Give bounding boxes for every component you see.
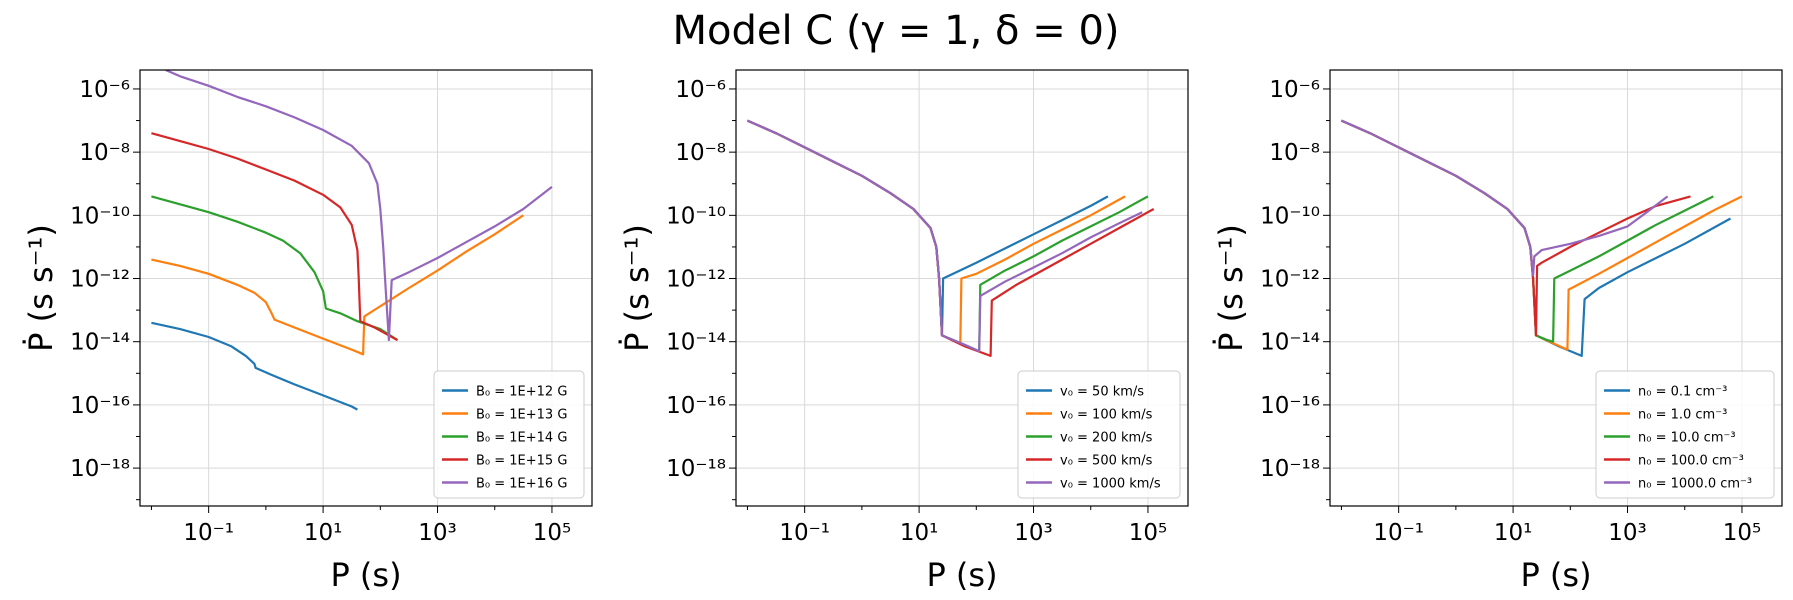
y-tick-label: 10⁻¹⁰: [1260, 203, 1320, 229]
y-tick-label: 10⁻¹⁴: [70, 330, 130, 356]
x-tick-label: 10¹: [304, 520, 343, 546]
legend-entry-label: v₀ = 500 km/s: [1060, 454, 1153, 469]
series-line-1: [746, 119, 1109, 337]
legend-entry-label: n₀ = 10.0 cm⁻³: [1638, 431, 1736, 446]
series-line-1: [151, 321, 358, 411]
legend-entry-label: n₀ = 0.1 cm⁻³: [1638, 385, 1727, 400]
chart-panel-2: 10⁻¹ 10¹ 10³ 10⁵ 10⁻¹⁸ 10⁻¹⁶ 10⁻¹⁴ 10⁻¹² 10⁻¹⁰ 10…: [618, 69, 1189, 594]
series-line-3: [151, 195, 399, 342]
series-line-5: [1340, 119, 1669, 277]
y-tick-label: 10⁻¹⁸: [70, 456, 130, 482]
y-tick-label: 10⁻¹²: [1260, 267, 1320, 293]
legend-entry-label: v₀ = 200 km/s: [1060, 431, 1153, 446]
series-line-4: [746, 119, 1155, 357]
y-tick-label: 10⁻¹²: [666, 267, 726, 293]
chart-panel-3: 10⁻¹ 10¹ 10³ 10⁵ 10⁻¹⁸ 10⁻¹⁶ 10⁻¹⁴ 10⁻¹² 10⁻¹⁰ 10…: [1212, 69, 1783, 594]
x-axis-label: P (s): [330, 556, 401, 594]
series-line-5: [746, 119, 1143, 353]
x-tick-label: 10³: [418, 520, 457, 546]
y-tick-label: 10⁻¹⁴: [1260, 330, 1320, 356]
series-line-4: [1340, 119, 1691, 337]
y-axis-label: Ṗ (s s⁻¹): [22, 224, 60, 352]
legend-entry-label: B₀ = 1E+12 G: [476, 385, 567, 400]
series-line-2: [746, 119, 1126, 345]
x-axis-label: P (s): [926, 556, 997, 594]
legend-entry-label: n₀ = 100.0 cm⁻³: [1638, 454, 1744, 469]
legend: v₀ = 50 km/s v₀ = 100 km/s v₀ = 200 km/s v₀…: [1017, 370, 1181, 499]
axes-frame: [139, 69, 593, 507]
legend-box: [1017, 370, 1181, 499]
series-line-2: [151, 214, 524, 356]
y-tick-label: 10⁻¹⁶: [70, 393, 130, 419]
y-tick-label: 10⁻¹²: [70, 267, 130, 293]
series-line-4: [151, 132, 399, 342]
y-tick-label: 10⁻⁶: [79, 77, 130, 103]
y-tick-label: 10⁻¹⁰: [70, 203, 130, 229]
legend-entry-label: B₀ = 1E+14 G: [476, 431, 567, 446]
x-tick-label: 10⁻¹: [779, 520, 830, 546]
x-tick-label: 10⁻¹: [183, 520, 234, 546]
y-tick-label: 10⁻¹⁶: [1260, 393, 1320, 419]
legend: B₀ = 1E+12 G B₀ = 1E+13 G B₀ = 1E+14 G B₀ =…: [433, 370, 585, 499]
x-tick-label: 10³: [1608, 520, 1647, 546]
legend-entry-label: B₀ = 1E+15 G: [476, 454, 567, 469]
y-axis-label: Ṗ (s s⁻¹): [618, 224, 656, 352]
x-tick-label: 10¹: [1494, 520, 1533, 546]
legend-entry-label: v₀ = 50 km/s: [1060, 385, 1144, 400]
series-line-3: [746, 119, 1149, 353]
legend-box: [1595, 370, 1775, 499]
series-line-3: [1340, 119, 1714, 343]
legend-entry-label: v₀ = 1000 km/s: [1060, 477, 1161, 492]
figure-title: Model C (γ = 1, δ = 0): [672, 8, 1119, 54]
y-tick-label: 10⁻⁸: [1269, 140, 1320, 166]
x-tick-label: 10⁵: [533, 520, 572, 546]
x-tick-label: 10¹: [900, 520, 939, 546]
y-tick-label: 10⁻¹⁸: [1260, 456, 1320, 482]
legend-entry-label: B₀ = 1E+16 G: [476, 477, 567, 492]
legend-entry-label: v₀ = 100 km/s: [1060, 408, 1153, 423]
y-tick-label: 10⁻¹⁶: [666, 393, 726, 419]
y-tick-label: 10⁻¹⁴: [666, 330, 726, 356]
legend-entry-label: n₀ = 1000.0 cm⁻³: [1638, 477, 1752, 492]
legend-entry-label: B₀ = 1E+13 G: [476, 408, 567, 423]
x-tick-label: 10⁻¹: [1373, 520, 1424, 546]
series-line-5: [165, 70, 553, 342]
x-tick-label: 10³: [1014, 520, 1053, 546]
y-tick-label: 10⁻⁶: [675, 77, 726, 103]
series-line-2: [1340, 119, 1743, 351]
legend: n₀ = 0.1 cm⁻³ n₀ = 1.0 cm⁻³ n₀ = 10.0 cm⁻³…: [1595, 370, 1775, 499]
x-tick-label: 10⁵: [1129, 520, 1168, 546]
chart-panel-1: 10⁻¹ 10¹ 10³ 10⁵ 10⁻¹⁸ 10⁻¹⁶ 10⁻¹⁴ 10⁻¹² 10⁻¹⁰ 10…: [22, 69, 593, 594]
y-tick-label: 10⁻⁶: [1269, 77, 1320, 103]
axes-frame: [735, 69, 1189, 507]
x-axis-label: P (s): [1520, 556, 1591, 594]
y-tick-label: 10⁻⁸: [79, 140, 130, 166]
y-axis-label: Ṗ (s s⁻¹): [1212, 224, 1250, 352]
legend-box: [433, 370, 585, 499]
y-tick-label: 10⁻¹⁰: [666, 203, 726, 229]
axes-frame: [1329, 69, 1783, 507]
x-tick-label: 10⁵: [1723, 520, 1762, 546]
y-tick-label: 10⁻¹⁸: [666, 456, 726, 482]
legend-entry-label: n₀ = 1.0 cm⁻³: [1638, 408, 1727, 423]
y-tick-label: 10⁻⁸: [675, 140, 726, 166]
